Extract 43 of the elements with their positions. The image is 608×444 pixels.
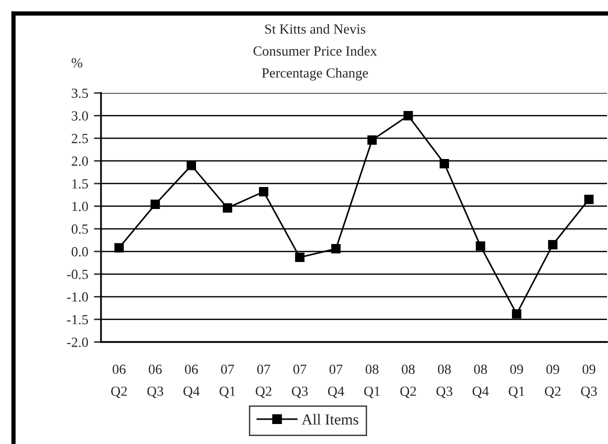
x-tick-label: 08 Q1 (364, 364, 380, 398)
x-tick-label: 09 Q2 (544, 364, 561, 398)
x-tick-label: 06 Q4 (183, 364, 200, 398)
x-tick-label: 07 Q3 (292, 364, 308, 398)
y-tick-label: -2.0 (67, 338, 88, 348)
point (258, 187, 268, 196)
point (222, 203, 232, 213)
point (440, 158, 450, 168)
x-tick-label: 08 Q4 (472, 364, 489, 398)
point (512, 309, 522, 319)
y-tick-label: -0.5 (67, 270, 88, 280)
point (186, 160, 196, 170)
x-tick-label: 08 Q3 (436, 364, 452, 398)
y-tick-label: -1.0 (67, 292, 88, 302)
y-axis-title: % (72, 58, 82, 68)
point (476, 241, 486, 251)
y-tick-label: 1.5 (72, 179, 88, 189)
y-tick-label: 1.0 (72, 202, 88, 212)
y-tick-label: 0.5 (72, 224, 88, 234)
x-tick-label: 09 Q3 (581, 364, 597, 398)
point (584, 194, 594, 204)
x-tick-label: 06 Q3 (147, 364, 164, 398)
legend-label: All Items (302, 414, 358, 425)
point (548, 240, 558, 250)
x-tick-label: 07 Q2 (256, 364, 272, 398)
x-tick-label: 07 Q4 (328, 364, 344, 398)
x-tick-label: 08 Q2 (400, 364, 416, 398)
point (114, 243, 124, 253)
point (331, 244, 341, 254)
point (404, 110, 413, 120)
x-tick-label: 09 Q1 (508, 364, 524, 398)
point (367, 135, 377, 145)
chart-title: St Kitts and Nevis Consumer Price Index Percentage Change (253, 24, 377, 81)
point (150, 200, 160, 210)
point (295, 252, 304, 262)
x-tick-label: 07 Q1 (220, 364, 236, 398)
y-tick-label: 0.0 (72, 247, 88, 256)
y-tick-label: -1.5 (67, 315, 88, 324)
y-tick-label: 3.5 (72, 88, 88, 98)
y-tick-label: 2.0 (72, 156, 88, 166)
x-tick-label: 06 Q2 (111, 364, 127, 398)
y-tick-label: 2.5 (72, 134, 88, 144)
y-tick-label: 3.0 (72, 111, 88, 121)
